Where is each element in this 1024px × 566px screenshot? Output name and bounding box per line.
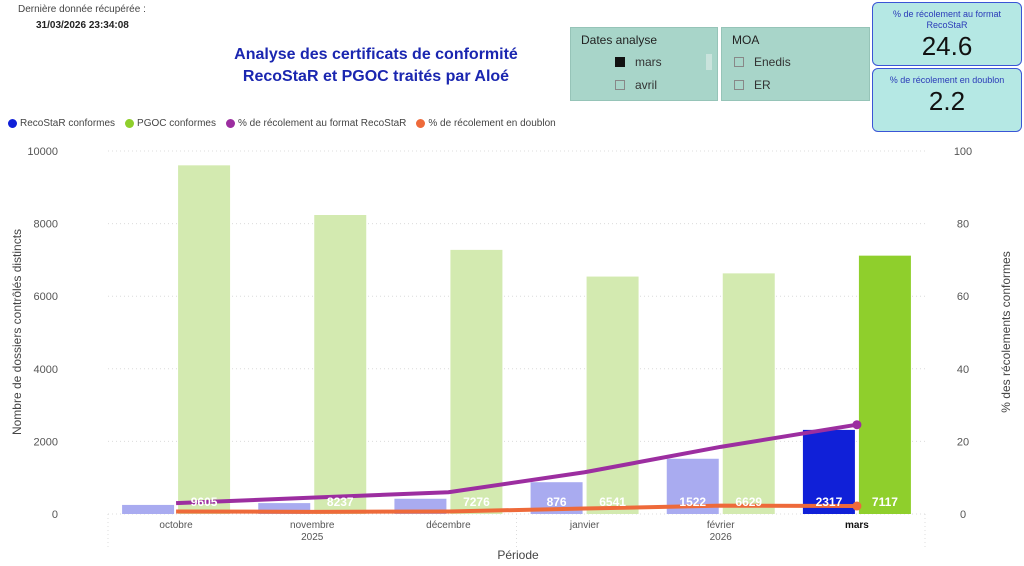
line-end-point xyxy=(852,501,862,511)
checkbox-icon[interactable] xyxy=(734,80,744,90)
checkbox-checked-icon[interactable] xyxy=(615,57,625,67)
y-tick-label: 6000 xyxy=(34,291,58,303)
x-tick-label: novembre xyxy=(290,520,335,531)
data-label: 6541 xyxy=(599,495,626,509)
kpi-label: % de récolement au format RecoStaR xyxy=(892,9,1002,30)
moa-slicer-title: MOA xyxy=(732,33,760,47)
dates-option-label: avril xyxy=(635,78,658,92)
dates-option-avril[interactable]: avril xyxy=(615,78,657,92)
y2-tick-label: 100 xyxy=(954,146,972,158)
x-tick-label: décembre xyxy=(426,520,471,531)
dates-option-label: mars xyxy=(635,55,662,69)
line-series xyxy=(176,503,857,514)
legend-item[interactable]: % de récolement en doublon xyxy=(416,118,556,129)
last-data-label: Dernière donnée récupérée : xyxy=(18,4,146,15)
slicer-scrollbar[interactable] xyxy=(706,54,712,70)
y2-tick-label: 80 xyxy=(957,219,969,231)
data-label: 9605 xyxy=(191,495,218,509)
kpi-duplicate-rate: % de récolement en doublon 2.2 xyxy=(872,68,1022,132)
page-title-line2: RecoStaR et PGOC traités par Aloé xyxy=(242,68,510,85)
y-axis-title: Nombre de dossiers contrôlés distincts xyxy=(10,229,24,435)
y2-tick-label: 0 xyxy=(960,509,966,521)
dates-option-mars[interactable]: mars xyxy=(615,55,662,69)
legend-item[interactable]: PGOC conformes xyxy=(125,118,216,129)
data-label: 2317 xyxy=(816,495,843,509)
chart-legend: RecoStaR conformes PGOC conformes % de r… xyxy=(8,118,556,129)
bar-pgoc xyxy=(858,255,911,514)
bar-pgoc xyxy=(314,214,367,515)
x-tick-label: octobre xyxy=(159,520,193,531)
data-label: 1522 xyxy=(679,495,706,509)
legend-marker-icon xyxy=(416,119,426,128)
y-tick-label: 8000 xyxy=(34,219,58,231)
bar-recostar xyxy=(258,503,311,514)
y-tick-label: 0 xyxy=(52,509,58,521)
data-label: 7276 xyxy=(463,495,490,509)
line-series xyxy=(176,422,858,506)
legend-item[interactable]: RecoStaR conformes xyxy=(8,118,115,129)
data-label: 7117 xyxy=(872,495,898,509)
data-label: 8237 xyxy=(327,495,354,509)
bar-pgoc xyxy=(450,249,503,514)
bar-pgoc xyxy=(178,165,231,514)
x-year-label: 2025 xyxy=(301,532,324,543)
y-tick-label: 4000 xyxy=(34,364,58,376)
x-year-label: 2026 xyxy=(710,532,733,543)
bar-recostar xyxy=(802,429,855,514)
data-label: 876 xyxy=(547,495,567,509)
x-tick-label: février xyxy=(707,520,735,531)
y2-axis-title: % des récolements conformes xyxy=(999,251,1013,412)
kpi-value: 24.6 xyxy=(921,31,973,61)
bar-pgoc xyxy=(586,276,639,514)
data-label: 6629 xyxy=(735,495,762,509)
moa-option-er[interactable]: ER xyxy=(734,78,771,92)
x-tick-label: mars xyxy=(845,520,869,531)
legend-marker-icon xyxy=(225,119,235,128)
checkbox-icon[interactable] xyxy=(734,57,744,67)
checkbox-icon[interactable] xyxy=(615,80,625,90)
dates-slicer-title: Dates analyse xyxy=(581,33,658,47)
legend-label: % de récolement en doublon xyxy=(428,118,556,129)
legend-marker-icon xyxy=(8,119,17,128)
legend-label: PGOC conformes xyxy=(137,118,216,129)
moa-slicer: MOA Enedis ER xyxy=(721,27,870,101)
y-tick-label: 10000 xyxy=(27,146,58,158)
bar-recostar xyxy=(122,504,175,514)
legend-label: RecoStaR conformes xyxy=(20,118,116,129)
kpi-label: % de récolement en doublon xyxy=(889,75,1005,85)
x-axis-title: Période xyxy=(497,548,539,562)
y-tick-label: 2000 xyxy=(34,436,58,448)
dates-slicer: Dates analyse mars avril xyxy=(570,27,718,101)
x-tick-label: janvier xyxy=(569,520,600,531)
y2-tick-label: 60 xyxy=(957,291,969,303)
legend-label: % de récolement au format RecoStaR xyxy=(237,118,407,129)
y2-tick-label: 40 xyxy=(957,364,969,376)
moa-option-label: ER xyxy=(754,78,771,92)
moa-option-label: Enedis xyxy=(754,55,791,69)
kpi-value: 2.2 xyxy=(928,86,966,116)
page-title: Analyse des certificats de conformité Re… xyxy=(180,44,572,88)
kpi-recostar-rate: % de récolement au format RecoStaR 24.6 xyxy=(872,2,1022,66)
bar-pgoc xyxy=(722,273,775,514)
legend-marker-icon xyxy=(125,119,135,128)
line-end-point xyxy=(852,420,862,430)
last-data-timestamp: 31/03/2026 23:34:08 xyxy=(36,20,129,31)
page-title-line1: Analyse des certificats de conformité xyxy=(234,46,518,63)
y2-tick-label: 20 xyxy=(957,436,969,448)
legend-item[interactable]: % de récolement au format RecoStaR xyxy=(225,118,407,129)
moa-option-enedis[interactable]: Enedis xyxy=(734,55,791,69)
